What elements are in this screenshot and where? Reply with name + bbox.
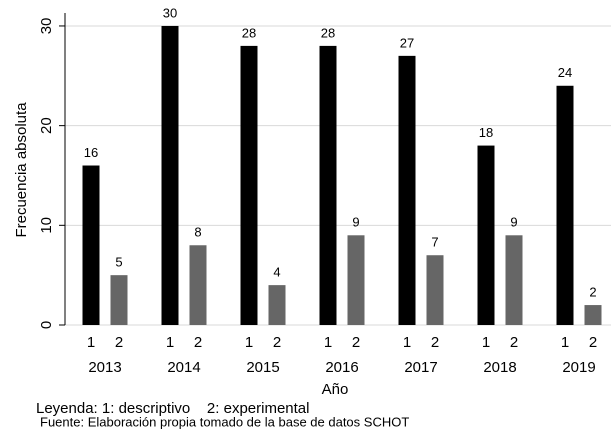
x-tick-label: 2019 [562, 359, 595, 376]
series-label: 1 [482, 334, 490, 351]
value-label: 7 [431, 235, 438, 250]
series-label: 2 [510, 334, 518, 351]
value-label: 16 [84, 145, 98, 160]
series-label: 2 [273, 334, 281, 351]
legend-note: Leyenda: 1: descriptivo 2: experimental [36, 400, 310, 417]
bar [477, 145, 495, 325]
series-label: 2 [194, 334, 202, 351]
value-label: 9 [510, 215, 517, 230]
bar [505, 235, 523, 325]
series-label: 2 [589, 334, 597, 351]
source-note: Fuente: Elaboración propia tomado de la … [40, 414, 409, 429]
y-tick-label: 30 [38, 18, 55, 35]
bar [82, 165, 100, 325]
value-label: 4 [273, 265, 280, 280]
y-axis-label: Frecuencia absoluta [13, 102, 30, 238]
bar [240, 45, 258, 326]
value-label: 8 [194, 225, 201, 240]
x-tick-label: 2018 [483, 359, 516, 376]
series-label: 2 [352, 334, 360, 351]
bar [268, 285, 286, 325]
bar [426, 255, 444, 325]
value-label: 18 [479, 125, 493, 140]
bar [319, 45, 337, 326]
value-label: 28 [321, 25, 335, 40]
series-label: 2 [431, 334, 439, 351]
value-label: 24 [558, 65, 572, 80]
x-axis-label: Año [322, 381, 349, 398]
series-label: 1 [87, 334, 95, 351]
series-label: 1 [245, 334, 253, 351]
bar [584, 305, 602, 325]
y-tick-label: 20 [38, 117, 55, 134]
x-tick-label: 2013 [88, 359, 121, 376]
value-label: 27 [400, 35, 414, 50]
bar [161, 25, 179, 325]
bar [347, 235, 365, 325]
bar [189, 245, 207, 325]
value-label: 9 [352, 215, 359, 230]
y-tick-label: 10 [38, 217, 55, 234]
bar [110, 275, 128, 325]
value-label: 28 [242, 25, 256, 40]
series-label: 1 [166, 334, 174, 351]
x-tick-label: 2014 [167, 359, 200, 376]
series-label: 1 [561, 334, 569, 351]
value-label: 2 [589, 285, 596, 300]
value-label: 30 [163, 5, 177, 20]
x-tick-label: 2015 [246, 359, 279, 376]
series-label: 2 [115, 334, 123, 351]
value-label: 5 [115, 255, 122, 270]
series-label: 1 [403, 334, 411, 351]
series-label: 1 [324, 334, 332, 351]
y-tick-label: 0 [38, 321, 55, 329]
x-tick-label: 2016 [325, 359, 358, 376]
bar [556, 85, 574, 325]
bar [398, 55, 416, 326]
x-tick-label: 2017 [404, 359, 437, 376]
